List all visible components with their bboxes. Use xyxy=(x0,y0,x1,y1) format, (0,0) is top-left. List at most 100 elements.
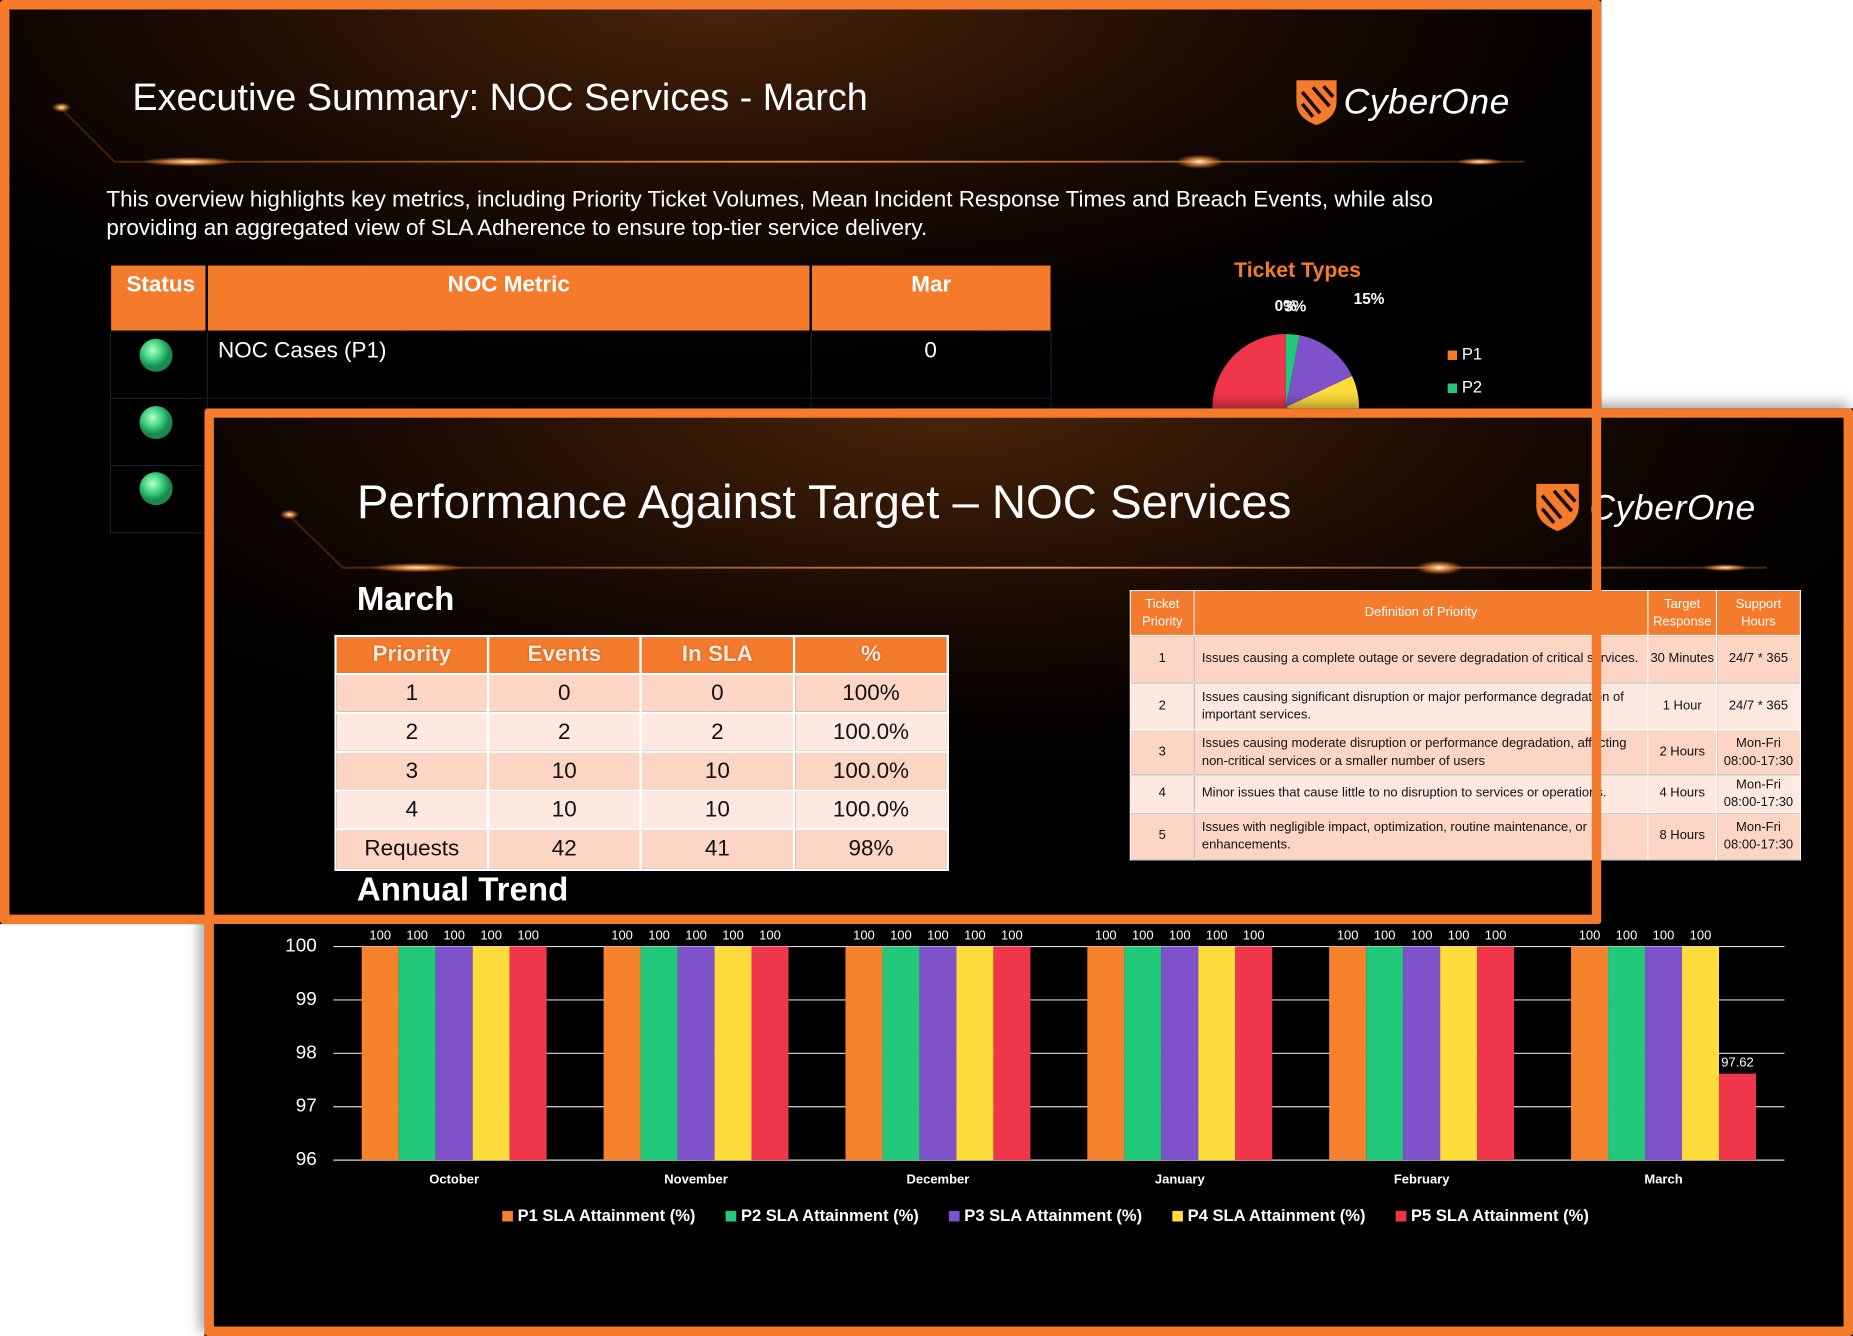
data-label: 100 xyxy=(1411,927,1433,942)
table-cell: Mon-Fri 08:00-17:30 xyxy=(1715,729,1802,776)
data-label: 100 xyxy=(611,927,633,942)
bar xyxy=(435,946,473,1161)
legend-label: P2 SLA Attainment (%) xyxy=(741,1206,919,1225)
legend-label: P1 xyxy=(1462,345,1482,364)
table-cell: Issues with negligible impact, optimizat… xyxy=(1193,811,1649,861)
bar xyxy=(361,946,399,1161)
table-cell: Issues causing a complete outage or seve… xyxy=(1193,634,1649,684)
data-label: 100 xyxy=(369,927,391,942)
table-row: 1 0 0 100% xyxy=(334,672,949,715)
data-label: 100 xyxy=(480,927,502,942)
glow-dot xyxy=(369,562,465,573)
table-cell: 1 xyxy=(334,672,490,715)
table-cell: 4 xyxy=(1129,774,1195,814)
legend-swatch xyxy=(502,1210,513,1222)
table-cell: 1 xyxy=(1129,634,1195,684)
data-label: 100 xyxy=(1169,927,1191,942)
table-row: 4 10 10 100.0% xyxy=(334,789,949,831)
data-label: 100 xyxy=(685,927,707,942)
table-cell: 10 xyxy=(639,789,796,831)
legend-swatch xyxy=(948,1210,960,1222)
data-label: 100 xyxy=(517,927,539,942)
glow-dot xyxy=(1455,158,1504,166)
table-cell: 8 Hours xyxy=(1647,811,1718,861)
table-cell: Issues causing significant disruption or… xyxy=(1193,682,1649,731)
bar xyxy=(956,946,994,1161)
table-cell: Mon-Fri 08:00-17:30 xyxy=(1715,811,1802,861)
table-cell: Mon-Fri 08:00-17:30 xyxy=(1715,774,1802,814)
table-cell: 2 xyxy=(1129,682,1195,731)
table-cell xyxy=(109,464,208,533)
header-cell: Mar xyxy=(809,265,1051,331)
logo-text: CyberOne xyxy=(1343,82,1510,122)
table-cell: 100.0% xyxy=(792,750,949,792)
bar xyxy=(1645,946,1683,1161)
table-cell: 2 xyxy=(639,711,796,753)
data-label: 100 xyxy=(406,927,428,942)
bar xyxy=(993,946,1031,1161)
table-row: NOC Cases (P1) 0 xyxy=(109,329,1052,399)
table-row: 3 Issues causing moderate disruption or p… xyxy=(1129,729,1802,776)
data-label: 100 xyxy=(722,927,744,942)
glow-dot xyxy=(1175,154,1224,169)
table-row: 2 Issues causing significant disruption o… xyxy=(1129,682,1802,731)
table-cell: 24/7 * 365 xyxy=(1715,634,1802,684)
y-tick-label: 96 xyxy=(296,1149,317,1170)
table-cell: 10 xyxy=(486,750,642,792)
bar xyxy=(1366,946,1404,1161)
logo-icon xyxy=(1296,80,1337,126)
header-cell: Status xyxy=(108,265,207,331)
bar xyxy=(751,946,789,1161)
bar xyxy=(677,946,715,1161)
y-tick-label: 98 xyxy=(296,1042,317,1063)
bar xyxy=(640,946,678,1161)
header-row: Priority Events In SLA% xyxy=(334,634,949,676)
data-label: 100 xyxy=(1485,927,1507,942)
bar xyxy=(714,946,752,1161)
glow-dot xyxy=(1701,564,1750,572)
data-label: 100 xyxy=(1579,927,1601,942)
table-row: 3 10 10 100.0% xyxy=(334,750,949,792)
data-label: 100 xyxy=(1374,927,1396,942)
table-cell: 4 Hours xyxy=(1647,774,1718,814)
bar xyxy=(1198,946,1236,1161)
table-cell: 2 Hours xyxy=(1647,729,1718,776)
table-cell xyxy=(109,397,208,466)
pie-slice xyxy=(1285,333,1300,408)
table-cell: 30 Minutes xyxy=(1647,634,1718,684)
table-cell: 2 xyxy=(486,711,642,753)
header-cell: In SLA xyxy=(639,634,796,676)
bar xyxy=(882,946,920,1161)
table-cell: 100% xyxy=(792,672,949,715)
bar xyxy=(1608,946,1646,1161)
bar xyxy=(1440,946,1478,1161)
table-cell: 3 xyxy=(1129,729,1195,776)
legend-swatch xyxy=(1395,1210,1407,1222)
legend-swatch xyxy=(1172,1210,1183,1222)
data-label: 100 xyxy=(1448,927,1470,942)
data-label: 100 xyxy=(853,927,875,942)
bar xyxy=(1719,1073,1756,1161)
slide-title: Executive Summary: NOC Services - March xyxy=(132,75,868,119)
table-cell: 41 xyxy=(639,828,796,871)
bar xyxy=(845,946,883,1161)
table-row: 5 Issues with negligible impact, optimiza… xyxy=(1129,811,1802,861)
legend-label: P4 SLA Attainment (%) xyxy=(1188,1206,1366,1225)
table-cell: 4 xyxy=(334,789,490,831)
legend-label: P5 SLA Attainment (%) xyxy=(1411,1206,1589,1225)
header-row: Status NOC Metric Mar xyxy=(108,265,1051,331)
legend-swatch xyxy=(1447,383,1458,394)
y-tick-label: 99 xyxy=(296,989,317,1010)
data-label: 3% xyxy=(1284,298,1307,315)
header-cell: % xyxy=(792,634,949,676)
data-label: 100 xyxy=(759,927,781,942)
data-label: 100 xyxy=(1001,927,1023,942)
sla-table: Priority Events In SLA% 1 0 0 100% 2 2 2 100.0% 3 10… xyxy=(334,634,949,871)
table-cell: Requests xyxy=(334,828,490,871)
bar xyxy=(1161,946,1199,1161)
table-cell: 24/7 * 365 xyxy=(1715,682,1802,731)
x-tick-label: March xyxy=(1644,1172,1682,1187)
